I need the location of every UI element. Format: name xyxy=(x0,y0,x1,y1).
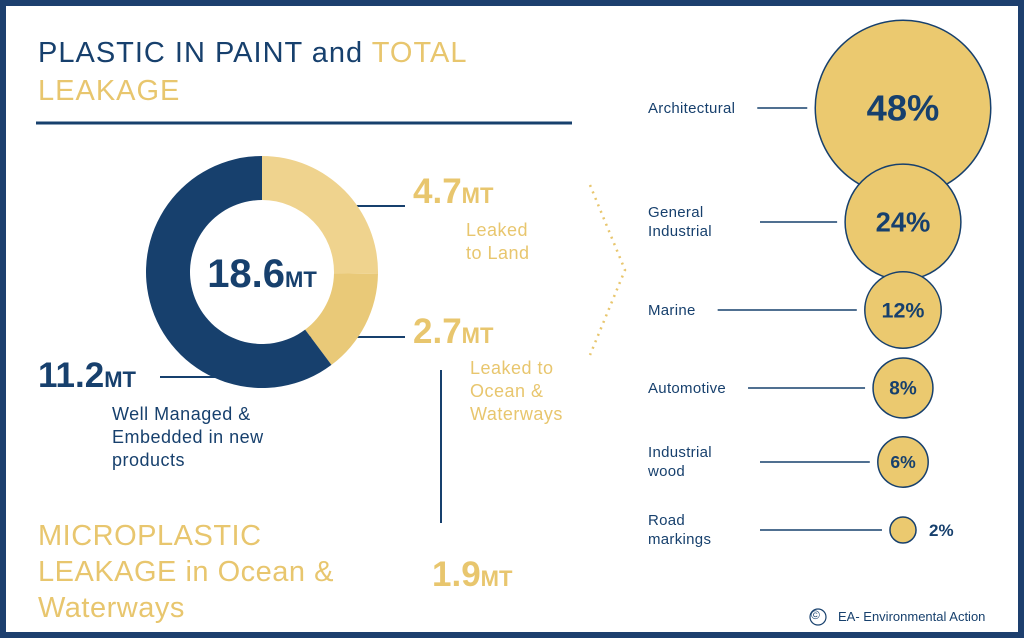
donut-segment xyxy=(305,273,378,365)
category-label: Leaked to Land xyxy=(466,220,530,263)
credit: EA- Environmental Action xyxy=(838,609,986,624)
category-label: Road markings xyxy=(648,512,712,548)
category-label: Well Managed & Embedded in new products xyxy=(112,404,264,470)
category-label: Marine xyxy=(648,301,696,319)
value-label: 2.7MT xyxy=(413,312,493,352)
microplastic-title: MICROPLASTIC LEAKAGE in Ocean & Waterway… xyxy=(38,520,334,624)
title-dark: PLASTIC IN PAINT and xyxy=(38,37,364,69)
title-light: TOTAL LEAKAGE xyxy=(38,37,467,107)
bubble xyxy=(872,357,934,419)
value-label: 11.2MT xyxy=(38,356,136,396)
value-label: 6% xyxy=(890,452,916,472)
credit-ring xyxy=(809,608,827,626)
chevron xyxy=(588,184,627,356)
category-label: Industrial wood xyxy=(648,444,712,480)
value: 1.9 xyxy=(432,555,481,594)
value-label: 24% xyxy=(876,207,931,238)
value-label: 12% xyxy=(882,299,925,323)
unit: MT xyxy=(285,267,317,292)
unit: MT xyxy=(461,183,494,208)
total-value: 18.6 xyxy=(207,252,286,296)
category-label: Architectural xyxy=(648,99,736,117)
bubble xyxy=(889,516,917,544)
microplastic-value: 1.9MT xyxy=(432,555,512,595)
value-label: 4.7MT xyxy=(413,172,493,212)
value: 4.7 xyxy=(413,172,462,211)
value: 2.7 xyxy=(413,312,462,351)
donut-segment xyxy=(262,156,378,274)
credit-mark: © xyxy=(811,608,820,622)
category-label: Automotive xyxy=(648,379,727,397)
bubble xyxy=(864,271,942,349)
bubble xyxy=(877,436,929,488)
donut-segment xyxy=(146,156,332,388)
value-label: 8% xyxy=(889,379,917,400)
value-label: 48% xyxy=(867,88,940,129)
total: 18.6MT xyxy=(162,252,362,297)
title: PLASTIC IN PAINT and TOTAL LEAKAGE xyxy=(38,34,508,110)
category-label: Leaked to Ocean & Waterways xyxy=(470,358,563,424)
unit: MT xyxy=(480,566,513,591)
value: 11.2 xyxy=(38,356,105,395)
value-label: 2% xyxy=(929,521,954,540)
unit: MT xyxy=(104,367,136,392)
category-label: General Industrial xyxy=(648,204,712,240)
unit: MT xyxy=(461,323,494,348)
